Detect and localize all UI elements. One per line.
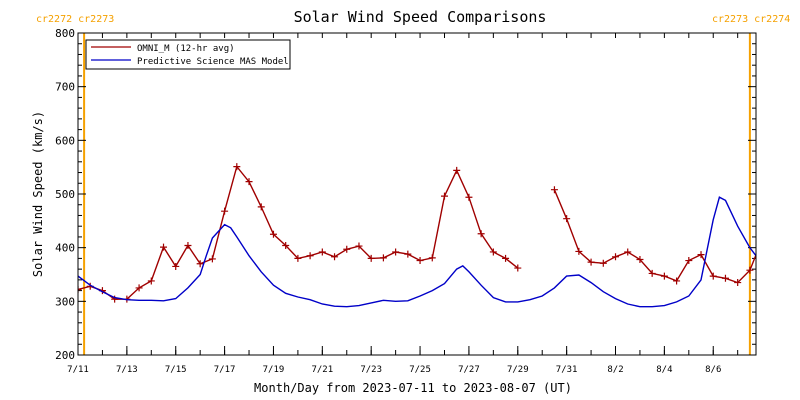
y-tick-label: 500 <box>55 188 75 201</box>
omni-data-point <box>367 254 375 262</box>
omni-data-point <box>514 264 522 272</box>
x-tick-label: 7/21 <box>311 365 333 375</box>
omni-data-point <box>648 269 656 277</box>
legend-label-omni: OMNI_M (12-hr avg) <box>137 44 235 54</box>
omni-data-point <box>416 257 424 265</box>
plot-frame <box>77 32 757 356</box>
omni-data-point <box>746 266 754 274</box>
x-tick-label: 7/25 <box>409 365 431 375</box>
x-tick-label: 7/31 <box>556 365 578 375</box>
x-tick-label: 7/15 <box>165 365 187 375</box>
omni-data-point <box>721 274 729 282</box>
y-tick-label: 700 <box>55 81 75 94</box>
omni-data-point <box>233 163 241 171</box>
omni-data-point <box>489 248 497 256</box>
y-tick-label: 300 <box>55 295 75 308</box>
omni-data-point <box>502 254 510 262</box>
omni-data-point <box>673 277 681 285</box>
omni-data-point <box>78 286 82 294</box>
omni-data-point <box>392 248 400 256</box>
omni-data-point <box>697 251 705 259</box>
omni-data-point <box>709 272 717 280</box>
omni-data-point <box>612 253 620 261</box>
omni-data-point <box>184 242 192 250</box>
y-tick-label: 400 <box>55 242 75 255</box>
omni-data-point <box>477 230 485 238</box>
omni-data-point <box>306 252 314 260</box>
series-lines <box>78 163 766 308</box>
omni-series-line <box>553 189 756 284</box>
legend: OMNI_M (12-hr avg) Predictive Science MA… <box>85 39 291 70</box>
omni-data-point <box>135 284 143 292</box>
omni-data-point <box>269 230 277 238</box>
omni-data-point <box>196 260 204 268</box>
omni-data-point <box>379 254 387 262</box>
omni-data-point <box>245 178 253 186</box>
omni-data-point <box>318 248 326 256</box>
omni-data-point <box>465 193 473 201</box>
omni-data-point <box>575 247 583 255</box>
axis-ticks: 200 300 400 500 600 700 800 7/11 7/13 7/15 7/17 7/1… <box>55 27 756 375</box>
omni-data-point <box>734 279 742 287</box>
omni-data-point <box>160 243 168 251</box>
mas-model-line <box>78 196 756 308</box>
x-axis-label: Month/Day from 2023-07-11 to 2023-08-07 … <box>254 381 572 395</box>
carrington-marker-label: cr2272 cr2273 <box>36 14 114 25</box>
y-tick-label: 600 <box>55 134 75 147</box>
omni-data-point <box>208 255 216 263</box>
omni-data-point <box>257 203 265 211</box>
omni-data-point <box>355 242 363 250</box>
omni-data-point <box>587 258 595 266</box>
y-tick-label: 200 <box>55 349 75 362</box>
y-axis-label: Solar Wind Speed (km/s) <box>31 111 45 277</box>
omni-data-point <box>343 245 351 253</box>
x-tick-label: 8/2 <box>607 365 623 375</box>
x-tick-label: 7/23 <box>360 365 382 375</box>
omni-data-point <box>147 277 155 285</box>
omni-data-point <box>759 236 766 243</box>
omni-data-point <box>563 215 571 223</box>
chart-title: Solar Wind Speed Comparisons <box>294 8 547 26</box>
omni-data-point <box>550 186 558 194</box>
omni-data-point <box>172 262 180 270</box>
legend-box <box>85 39 291 70</box>
omni-data-point <box>404 250 412 258</box>
omni-data-point <box>282 242 290 250</box>
x-tick-label: 7/27 <box>458 365 480 375</box>
omni-series-line <box>78 165 519 300</box>
carrington-marker-label: cr2273 cr2274 <box>712 14 790 25</box>
omni-data-point <box>294 254 302 262</box>
x-tick-label: 7/11 <box>67 365 89 375</box>
omni-data-point <box>221 207 229 215</box>
omni-data-point <box>624 248 632 256</box>
x-tick-label: 8/4 <box>656 365 672 375</box>
x-tick-label: 7/17 <box>214 365 236 375</box>
omni-data-point <box>440 192 448 200</box>
x-tick-label: 7/29 <box>507 365 529 375</box>
omni-data-point <box>453 166 461 174</box>
x-tick-label: 7/13 <box>116 365 138 375</box>
omni-data-point <box>599 259 607 267</box>
omni-data-point <box>636 255 644 263</box>
omni-data-point <box>660 272 668 280</box>
legend-label-mas: Predictive Science MAS Model <box>137 57 289 67</box>
omni-data-point <box>331 253 339 261</box>
y-tick-label: 800 <box>55 27 75 40</box>
omni-data-point <box>685 257 693 265</box>
x-tick-label: 8/6 <box>705 365 721 375</box>
omni-data-point <box>428 254 436 262</box>
x-tick-label: 7/19 <box>263 365 285 375</box>
